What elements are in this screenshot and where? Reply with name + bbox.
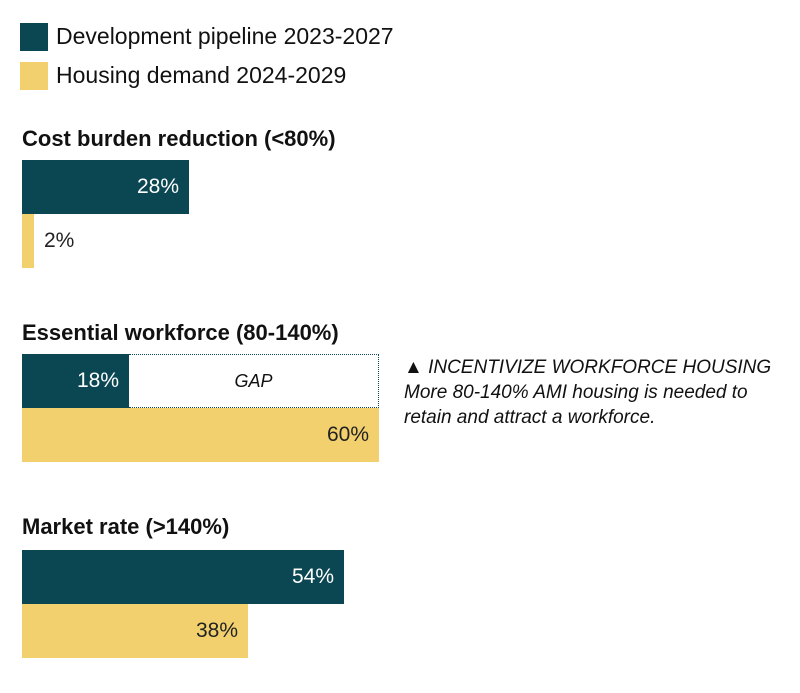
bar-cost-burden-pipeline: 28% — [22, 160, 189, 214]
group-title-cost-burden: Cost burden reduction (<80%) — [22, 126, 336, 151]
bar-market-rate-pipeline: 54% — [22, 550, 344, 604]
annotation-body: More 80-140% AMI housing is needed to re… — [404, 382, 748, 428]
legend-swatch-pipeline — [20, 22, 48, 51]
bar-value-essential-workforce-demand: 60% — [327, 423, 370, 446]
bar-value-market-rate-pipeline: 54% — [292, 565, 335, 588]
bar-essential-workforce-pipeline: 18% — [22, 354, 129, 408]
chart-legend: Development pipeline 2023-2027 Housing d… — [20, 20, 394, 98]
group-title-market-rate: Market rate (>140%) — [22, 514, 230, 539]
bar-essential-workforce-demand: 60% — [22, 408, 379, 462]
bar-market-rate-demand: 38% — [22, 604, 248, 658]
legend-label-pipeline: Development pipeline 2023-2027 — [56, 23, 394, 49]
bar-value-cost-burden-pipeline: 28% — [137, 175, 180, 198]
legend-swatch-demand — [20, 61, 48, 90]
bar-value-cost-burden-demand: 2% — [44, 229, 75, 252]
group-title-essential-workforce: Essential workforce (80-140%) — [22, 320, 339, 345]
workforce-annotation: ▲ INCENTIVIZE WORKFORCE HOUSING More 80-… — [404, 355, 784, 430]
legend-item-pipeline: Development pipeline 2023-2027 — [20, 20, 394, 53]
bar-value-market-rate-demand: 38% — [196, 619, 239, 642]
legend-label-demand: Housing demand 2024-2029 — [56, 62, 347, 88]
bar-value-essential-workforce-pipeline: 18% — [77, 369, 120, 392]
annotation-heading: ▲ INCENTIVIZE WORKFORCE HOUSING — [404, 357, 772, 378]
gap-box: GAP — [129, 354, 379, 408]
legend-item-demand: Housing demand 2024-2029 — [20, 59, 394, 92]
bar-cost-burden-demand: 2% — [22, 214, 74, 268]
